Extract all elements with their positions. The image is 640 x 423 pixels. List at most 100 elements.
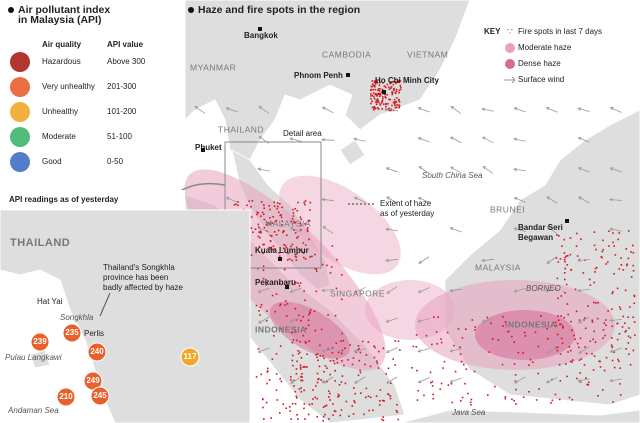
inset-map [0,209,251,423]
place-label: INDONESIA [255,324,307,334]
fire-spot [334,410,337,413]
fire-spot [431,380,434,383]
fire-spot [329,360,332,362]
fire-spot [398,89,400,92]
fire-spot [237,201,239,203]
fire-spot [348,415,350,418]
api-reading [56,387,76,407]
fire-spot [299,340,301,343]
fire-spot [576,377,578,380]
fire-spot [574,338,576,341]
fire-spot [283,247,285,250]
fire-spot [546,337,549,340]
fire-spot [594,267,597,270]
fire-spot [279,345,282,347]
wind-arrow [417,137,430,143]
fire-spot [376,98,379,100]
fire-spot [510,335,513,338]
fire-spot [584,346,586,348]
fire-spot [585,352,588,355]
fire-spot [556,277,559,280]
legend-label: Good [42,157,62,166]
fire-spot [528,364,530,366]
fire-spot [563,278,566,281]
fire-spot [268,246,270,249]
key-label: Fire spots in last 7 days [518,27,602,36]
fire-spot [285,234,288,237]
fire-spot [558,323,561,326]
fire-spot [299,222,302,224]
fire-spot [377,367,380,369]
fire-spot [390,81,392,83]
legend-swatch [10,152,30,172]
fire-spot [563,238,566,241]
fire-spot [259,236,261,239]
fire-spot [314,253,316,256]
fire-spot [276,399,279,401]
fire-spot [513,399,515,402]
fire-spot [435,331,438,333]
wind-arrow [322,376,334,384]
api-reading-label: 210 [59,392,73,401]
fire-spot [297,282,299,285]
fire-spot [399,88,402,91]
fire-spot [614,254,617,256]
fire-spot [373,95,375,98]
fire-spot [296,209,299,212]
fire-spot [294,402,297,405]
fire-spot [258,310,260,312]
fire-spot [339,414,342,417]
fire-spot [618,232,621,234]
wind-arrow [386,286,398,294]
fire-spot [260,373,263,376]
fire-spot [558,234,560,237]
place-label: Extent of haze [380,199,432,208]
fire-spot [616,287,619,290]
fire-spot [263,418,265,420]
wind-arrow [609,167,622,173]
fire-spot [578,359,581,361]
legend-label: Moderate [42,132,76,141]
fire-spot [606,261,609,263]
legend-label: Hazardous [42,57,81,66]
fire-spot [379,95,381,98]
api-reading [87,342,107,362]
fire-spot [330,266,333,268]
fire-spot [354,401,356,404]
fire-spot [300,319,302,322]
fire-spot [605,324,607,327]
wind-arrow [385,167,398,173]
fire-spot [460,400,462,402]
fire-spot [587,381,590,384]
fire-spot [297,418,299,420]
fire-spot [629,363,632,366]
fire-spot [285,246,288,249]
fire-spot [281,206,283,209]
fire-spot [587,384,590,386]
fire-spot [557,297,559,300]
wind-arrow [353,286,366,294]
fire-spot [565,283,568,286]
wind-arrow [354,376,366,384]
fire-spot [580,358,583,360]
fire-spot [312,389,314,391]
key: KEY ∵ Fire spots in last 7 days Moderate h… [484,26,602,84]
fire-spot [594,302,597,304]
fire-spot [595,266,598,269]
fire-spot [298,351,301,354]
fire-spot [632,269,635,272]
fire-spot [295,368,298,370]
wind-arrow [417,107,430,113]
fire-spot [267,280,269,282]
fire-spot [307,219,310,222]
fire-spot [379,81,382,84]
fire-spot [303,290,305,292]
fire-spot [594,341,597,343]
fire-spot [323,370,325,373]
fire-spot [379,94,382,96]
fire-spot [369,396,372,399]
fire-spot [276,202,279,204]
fire-spot [602,337,604,339]
fire-spot [566,264,569,266]
inset-label: Songkhla [60,313,94,322]
